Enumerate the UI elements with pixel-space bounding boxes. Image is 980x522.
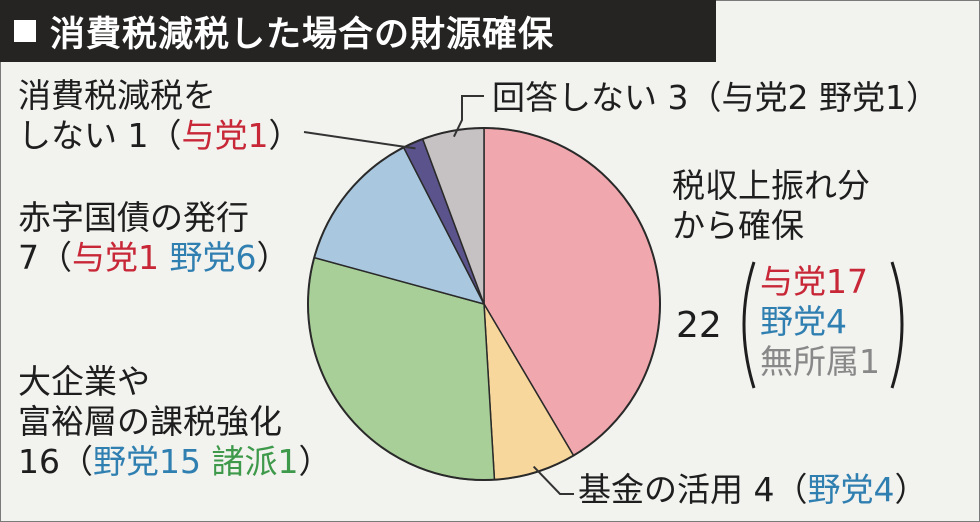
label-no-cut-line2: しない 1（与党1）: [18, 116, 302, 155]
leader-line-no-cut: [303, 131, 416, 150]
label-corporate-line1: 大企業や: [18, 362, 150, 401]
left-paren: [742, 261, 756, 389]
breakdown-fund-opposition: 野党4: [807, 470, 895, 509]
label-tax-revenue-line1: 税収上振れ分: [672, 166, 870, 205]
label-corporate: 大企業や 富裕層の課税強化 16（野党15 諸派1）: [18, 362, 332, 482]
breakdown-no-answer-opposition: 野党1: [819, 78, 906, 117]
title-bar: 消費税減税した場合の財源確保: [0, 0, 716, 62]
label-corporate-line2: 富裕層の課税強化: [18, 402, 282, 441]
label-no-cut-line2-text: しない: [18, 116, 117, 155]
breakdown-bonds-opposition: 野党6: [169, 238, 257, 277]
chart-title: 消費税減税した場合の財源確保: [50, 14, 555, 55]
value-no-cut: 1: [127, 116, 149, 155]
label-fund: 基金の活用 4（野党4）: [578, 470, 928, 509]
breakdown-corporate-minor: 諸派1: [211, 442, 299, 481]
label-no-cut-line1: 消費税減税を: [18, 76, 216, 115]
right-paren: [890, 261, 904, 389]
label-no-answer-text: 回答しない: [492, 78, 657, 117]
label-bonds-text: 赤字国債の発行: [18, 198, 249, 237]
label-tax-revenue-line2: から確保: [672, 206, 804, 245]
label-bonds: 赤字国債の発行 7（与党1 野党6）: [18, 198, 290, 278]
breakdown-no-answer-ruling: 与党2: [721, 78, 809, 117]
label-corporate-line3: 16（野党15 諸派1）: [18, 442, 332, 481]
pie-outline: [307, 127, 661, 481]
value-no-answer: 3: [667, 78, 689, 117]
value-corporate: 16: [18, 442, 60, 481]
breakdown-tax-revenue-opposition: 野党4: [760, 302, 847, 341]
breakdown-corporate-opposition: 野党15: [93, 442, 201, 481]
label-bonds-line2: 7（与党1 野党6）: [18, 238, 290, 277]
label-tax-revenue: 税収上振れ分 から確保: [672, 166, 870, 246]
breakdown-tax-revenue-independent: 無所属1: [760, 342, 880, 381]
title-bullet-icon: [14, 20, 36, 42]
breakdown-no-cut-ruling: 与党1: [181, 116, 269, 155]
leader-line-no-answer: [453, 95, 484, 138]
value-tax-revenue: 22: [676, 305, 722, 346]
breakdown-tax-revenue: 与党17 野党4 無所属1: [760, 262, 880, 382]
breakdown-bonds-ruling: 与党1: [72, 238, 159, 277]
breakdown-tax-revenue-ruling: 与党17: [760, 262, 868, 301]
label-fund-text: 基金の活用: [578, 470, 743, 509]
label-no-answer: 回答しない 3（与党2 野党1）: [492, 78, 939, 117]
value-fund: 4: [753, 470, 775, 509]
label-no-cut: 消費税減税を しない 1（与党1）: [18, 76, 302, 156]
leader-line-fund: [532, 465, 574, 495]
value-bonds: 7: [18, 238, 39, 277]
